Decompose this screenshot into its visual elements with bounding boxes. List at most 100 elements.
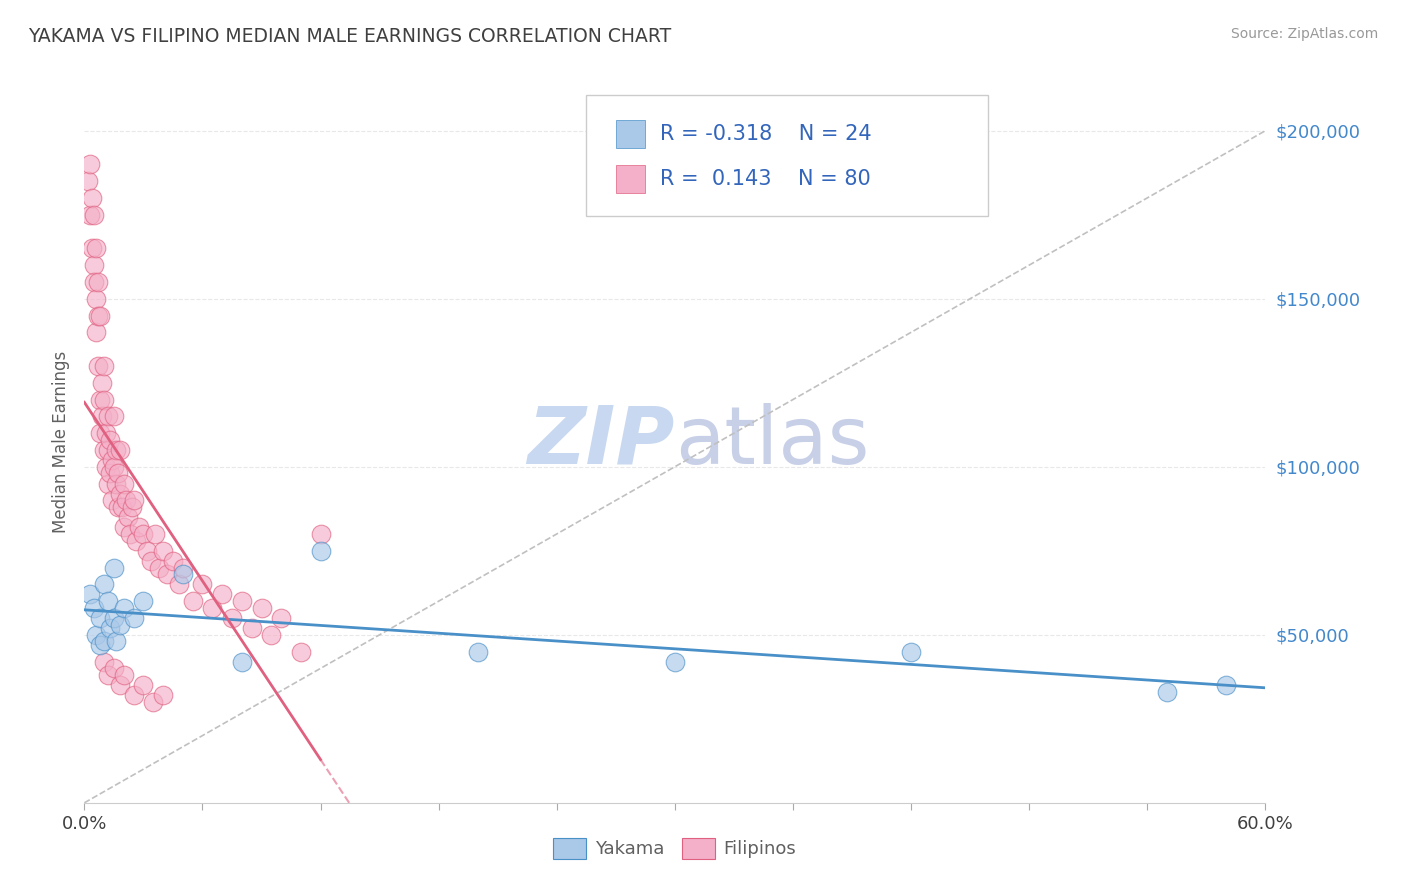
Point — [79, 157, 101, 171]
Point — [124, 533, 146, 548]
FancyBboxPatch shape — [616, 165, 645, 194]
Point — [111, 500, 134, 514]
Point — [98, 621, 121, 635]
Legend: Yakama, Filipinos: Yakama, Filipinos — [546, 830, 804, 866]
Point — [231, 655, 253, 669]
FancyBboxPatch shape — [586, 95, 988, 216]
Point — [132, 594, 155, 608]
Point — [93, 442, 115, 457]
Point — [260, 628, 283, 642]
Point — [117, 510, 139, 524]
Point — [156, 567, 179, 582]
Point — [118, 527, 141, 541]
Point — [103, 560, 125, 574]
FancyBboxPatch shape — [616, 120, 645, 148]
Point — [148, 560, 170, 574]
Point — [97, 409, 120, 424]
Y-axis label: Median Male Earnings: Median Male Earnings — [52, 351, 70, 533]
Point — [108, 486, 131, 500]
Point — [141, 554, 163, 568]
Text: Source: ZipAtlas.com: Source: ZipAtlas.com — [1230, 27, 1378, 41]
Text: YAKAMA VS FILIPINO MEDIAN MALE EARNINGS CORRELATION CHART: YAKAMA VS FILIPINO MEDIAN MALE EARNINGS … — [28, 27, 672, 45]
Point — [104, 442, 127, 457]
Point — [162, 554, 184, 568]
Point — [900, 644, 922, 658]
Point — [142, 695, 165, 709]
Point — [87, 309, 110, 323]
Point — [181, 594, 204, 608]
Point — [114, 493, 136, 508]
Point — [83, 275, 105, 289]
Point — [112, 476, 135, 491]
Point — [107, 500, 129, 514]
Point — [167, 577, 190, 591]
Point — [143, 527, 166, 541]
Point — [84, 628, 107, 642]
Point — [79, 208, 101, 222]
Point — [309, 543, 332, 558]
Point — [1156, 685, 1178, 699]
Point — [221, 611, 243, 625]
Point — [132, 527, 155, 541]
Point — [97, 442, 120, 457]
Point — [91, 409, 114, 424]
Point — [103, 611, 125, 625]
Point — [108, 442, 131, 457]
Point — [89, 426, 111, 441]
Point — [211, 587, 233, 601]
Point — [108, 678, 131, 692]
Point — [152, 543, 174, 558]
Point — [108, 617, 131, 632]
Point — [98, 433, 121, 447]
Point — [1215, 678, 1237, 692]
Point — [82, 191, 104, 205]
Point — [112, 600, 135, 615]
Point — [136, 543, 159, 558]
Point — [191, 577, 214, 591]
Point — [172, 567, 194, 582]
Text: atlas: atlas — [675, 402, 869, 481]
Point — [98, 467, 121, 481]
Point — [231, 594, 253, 608]
Point — [84, 241, 107, 255]
Point — [121, 500, 143, 514]
Point — [172, 560, 194, 574]
Point — [83, 600, 105, 615]
Point — [93, 634, 115, 648]
Point — [112, 668, 135, 682]
Point — [89, 392, 111, 407]
Point — [103, 459, 125, 474]
Point — [89, 611, 111, 625]
Point — [84, 326, 107, 340]
Point — [104, 634, 127, 648]
Point — [467, 644, 489, 658]
Point — [97, 668, 120, 682]
Point — [89, 638, 111, 652]
Point — [93, 655, 115, 669]
Point — [89, 309, 111, 323]
Point — [152, 688, 174, 702]
Point — [250, 600, 273, 615]
Point — [87, 359, 110, 373]
Point — [97, 476, 120, 491]
Point — [97, 594, 120, 608]
Point — [309, 527, 332, 541]
Point — [107, 467, 129, 481]
Point — [132, 678, 155, 692]
Text: R =  0.143    N = 80: R = 0.143 N = 80 — [659, 169, 870, 189]
Point — [101, 493, 124, 508]
Point — [82, 241, 104, 255]
Point — [94, 459, 117, 474]
Point — [103, 661, 125, 675]
Point — [79, 587, 101, 601]
Point — [270, 611, 292, 625]
Point — [93, 359, 115, 373]
Point — [91, 376, 114, 390]
Point — [87, 275, 110, 289]
Point — [122, 493, 145, 508]
Point — [112, 520, 135, 534]
Point — [101, 453, 124, 467]
Point — [93, 577, 115, 591]
Point — [104, 476, 127, 491]
Point — [664, 655, 686, 669]
